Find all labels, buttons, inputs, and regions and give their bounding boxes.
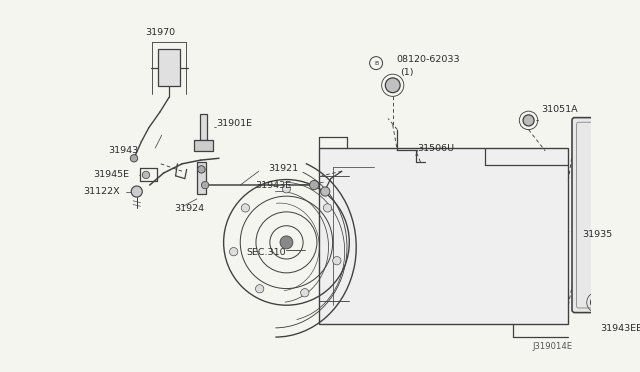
Text: 31924: 31924 — [173, 204, 204, 213]
Circle shape — [301, 289, 309, 297]
Text: (1): (1) — [400, 68, 413, 77]
Circle shape — [131, 155, 138, 162]
Text: 31970: 31970 — [145, 28, 175, 37]
Text: J319014E: J319014E — [532, 342, 573, 351]
Bar — [158, 49, 180, 86]
Circle shape — [282, 185, 291, 193]
Bar — [200, 114, 207, 140]
Circle shape — [310, 180, 319, 190]
Text: 31943EB: 31943EB — [601, 324, 640, 333]
Text: 31943E: 31943E — [255, 180, 291, 190]
Text: B: B — [374, 61, 378, 65]
Text: 31945E: 31945E — [93, 170, 129, 179]
Text: SEC.310: SEC.310 — [247, 248, 287, 257]
Circle shape — [255, 285, 264, 293]
Circle shape — [523, 115, 534, 126]
FancyBboxPatch shape — [572, 118, 622, 312]
Circle shape — [323, 204, 332, 212]
Circle shape — [142, 171, 150, 179]
Circle shape — [198, 166, 205, 173]
Text: 31506U: 31506U — [418, 144, 455, 153]
Circle shape — [321, 187, 330, 196]
Text: 31901E: 31901E — [216, 119, 252, 128]
Text: 31921: 31921 — [268, 164, 298, 173]
Text: 31943: 31943 — [108, 147, 139, 155]
Text: 31122X: 31122X — [83, 187, 120, 196]
Text: 31935: 31935 — [582, 230, 612, 238]
Text: 08120-62033: 08120-62033 — [396, 55, 460, 64]
Circle shape — [202, 182, 209, 189]
Circle shape — [230, 247, 238, 256]
Circle shape — [280, 236, 293, 249]
Circle shape — [241, 204, 250, 212]
Circle shape — [385, 78, 400, 93]
Bar — [197, 162, 206, 194]
Circle shape — [333, 257, 341, 265]
Circle shape — [131, 186, 142, 197]
Bar — [194, 140, 212, 151]
Text: 31051A: 31051A — [541, 105, 578, 114]
Bar — [319, 148, 568, 324]
Circle shape — [591, 296, 604, 309]
